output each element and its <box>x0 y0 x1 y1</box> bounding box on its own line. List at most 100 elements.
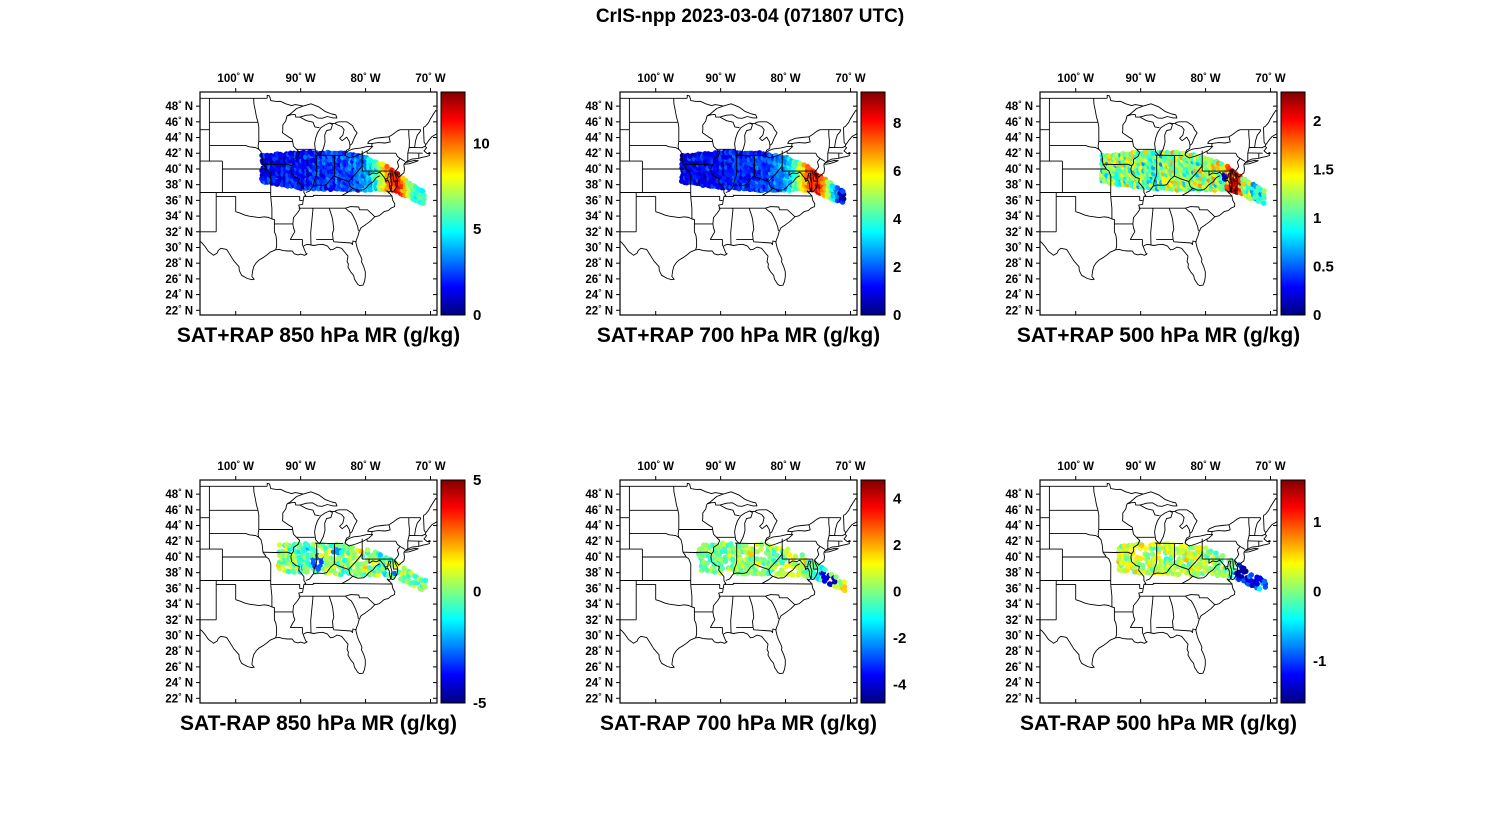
lat-tick-label: 32° N <box>585 225 613 238</box>
colorbar-gradient <box>1280 91 1306 316</box>
basemap-line <box>1174 123 1191 146</box>
colorbar-tick-label: -1 <box>1313 653 1326 670</box>
basemap-line <box>787 136 811 144</box>
basemap-line <box>690 196 693 219</box>
basemap-line <box>314 122 333 157</box>
basemap-line <box>407 533 426 542</box>
basemap-line <box>754 121 778 156</box>
basemap-line <box>270 584 273 607</box>
basemap-line <box>367 524 391 532</box>
scatter-point <box>779 559 785 566</box>
lon-tick-label: 70° W <box>415 72 445 85</box>
basemap-line <box>1143 582 1182 585</box>
basemap-line <box>828 129 830 148</box>
basemap-line <box>1208 559 1226 568</box>
scatter-point <box>790 572 796 578</box>
basemap-line <box>1246 152 1249 162</box>
basemap-line <box>1049 141 1100 150</box>
basemap-line <box>719 504 740 517</box>
basemap-line <box>368 559 386 568</box>
basemap-line <box>348 569 354 577</box>
basemap-line <box>1246 540 1249 550</box>
basemap-line <box>754 511 771 534</box>
map-frame <box>199 479 438 704</box>
scatter-point <box>743 542 749 549</box>
basemap-line <box>345 207 359 232</box>
scatter-point <box>364 547 371 553</box>
scatter-point <box>286 568 292 575</box>
scatter-point <box>329 555 335 561</box>
basemap-line <box>1150 207 1154 246</box>
scatter-point <box>377 552 383 558</box>
map-frame <box>619 479 858 704</box>
basemap-line <box>404 159 419 165</box>
lat-tick-label: 46° N <box>1005 115 1033 128</box>
basemap-line <box>682 163 712 167</box>
basemap-line <box>1248 129 1250 148</box>
basemap-line <box>673 486 679 511</box>
scatter-point <box>841 579 847 585</box>
basemap-line <box>786 538 816 542</box>
scatter-point <box>420 200 426 207</box>
colorbar-tick-label: 0 <box>1313 307 1321 324</box>
colorbar-gradient <box>1280 479 1306 704</box>
lat-tick-label: 38° N <box>165 178 193 191</box>
basemap-line <box>1244 547 1259 553</box>
map-frame <box>619 91 858 316</box>
lat-tick-label: 32° N <box>165 613 193 626</box>
scatter-point <box>312 548 319 554</box>
basemap-line <box>282 503 307 628</box>
basemap-line <box>313 155 318 186</box>
basemap-line <box>408 517 410 536</box>
basemap-line <box>1208 171 1226 180</box>
basemap-line <box>1247 145 1266 154</box>
lat-tick-label: 42° N <box>1005 147 1033 160</box>
basemap-line <box>286 491 338 507</box>
scatter-point <box>799 552 805 558</box>
lat-tick-label: 40° N <box>165 551 193 564</box>
basemap-line <box>827 533 846 542</box>
colorbar-gradient <box>440 91 466 316</box>
scatter-point <box>1140 562 1146 569</box>
basemap-line <box>690 584 693 607</box>
basemap-line <box>257 510 260 530</box>
data-swath <box>1098 149 1267 206</box>
basemap-line <box>1207 136 1231 144</box>
basemap-line <box>1105 168 1112 197</box>
basemap-line <box>702 503 727 628</box>
lon-tick-label: 80° W <box>350 72 380 85</box>
colorbar-tick-label: 1.5 <box>1313 162 1334 179</box>
basemap-line <box>423 110 437 128</box>
basemap-line <box>344 534 374 547</box>
basemap-line <box>235 211 273 220</box>
colorbar: -4 -2 0 2 4 <box>860 479 907 704</box>
panel-title: SAT+RAP 700 hPa MR (g/kg) <box>597 324 880 347</box>
basemap-line <box>388 517 401 526</box>
scatter-point <box>821 566 828 573</box>
scatter-point <box>421 196 427 203</box>
scatter-point <box>304 559 311 565</box>
basemap-line <box>1154 542 1184 545</box>
basemap-line <box>677 510 680 530</box>
scatter-point <box>737 556 743 563</box>
basemap-line <box>1177 206 1216 218</box>
lat-tick-label: 46° N <box>585 503 613 516</box>
basemap-line <box>834 517 842 536</box>
scatter-point <box>719 565 726 572</box>
lon-tick-label: 70° W <box>1255 72 1285 85</box>
data-swath <box>695 540 848 594</box>
colorbar-tick-label: 0 <box>893 307 901 324</box>
lat-tick-label: 36° N <box>585 582 613 595</box>
basemap-line <box>341 187 354 196</box>
lon-tick-label: 80° W <box>1190 460 1220 473</box>
scatter-point <box>1178 543 1184 549</box>
basemap-line <box>788 171 806 180</box>
lat-tick-label: 26° N <box>165 660 193 673</box>
scatter-point <box>702 179 708 185</box>
basemap-line <box>332 239 357 246</box>
basemap-line <box>1145 551 1203 581</box>
lon-tick-label: 100° W <box>637 72 674 85</box>
basemap-line <box>1145 163 1203 193</box>
basemap-line <box>730 595 734 634</box>
basemap-line <box>334 123 351 146</box>
